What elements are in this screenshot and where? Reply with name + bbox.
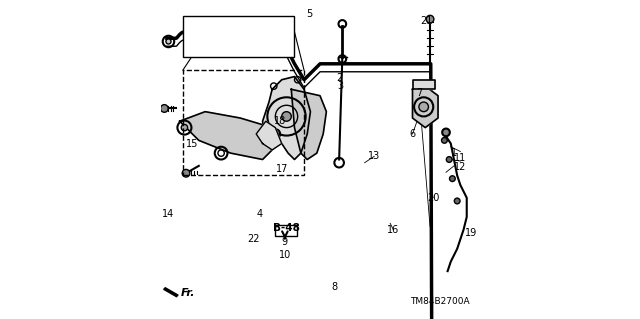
Text: 14: 14 — [163, 209, 175, 219]
Polygon shape — [413, 80, 435, 89]
Circle shape — [449, 176, 455, 182]
Circle shape — [182, 169, 190, 177]
Polygon shape — [262, 77, 310, 160]
Text: 3: 3 — [337, 81, 343, 91]
Circle shape — [419, 102, 428, 112]
Text: 22: 22 — [247, 234, 259, 244]
Text: 11: 11 — [454, 153, 467, 163]
Text: 20: 20 — [427, 193, 440, 203]
Text: 13: 13 — [368, 151, 380, 161]
Text: 19: 19 — [465, 228, 477, 238]
Text: 18: 18 — [274, 116, 286, 126]
Text: TM84B2700A: TM84B2700A — [410, 297, 470, 306]
Text: 1: 1 — [451, 148, 457, 158]
Text: 17: 17 — [276, 164, 288, 174]
Circle shape — [446, 157, 452, 162]
Circle shape — [166, 39, 171, 44]
Text: 21: 21 — [420, 16, 433, 26]
FancyBboxPatch shape — [183, 16, 294, 57]
Text: 12: 12 — [454, 162, 467, 173]
Text: Fr.: Fr. — [180, 287, 195, 298]
Circle shape — [161, 105, 168, 112]
Text: 4: 4 — [257, 209, 262, 219]
Text: 10: 10 — [279, 250, 291, 260]
Text: B-48: B-48 — [273, 223, 300, 233]
Polygon shape — [291, 89, 326, 160]
Circle shape — [442, 129, 450, 136]
Text: 7: 7 — [416, 87, 422, 98]
Polygon shape — [180, 112, 278, 160]
Text: 8: 8 — [332, 282, 337, 292]
Text: 16: 16 — [387, 225, 399, 235]
Polygon shape — [164, 288, 178, 297]
Text: 2: 2 — [336, 73, 342, 83]
Circle shape — [181, 124, 188, 131]
Polygon shape — [413, 86, 438, 128]
Circle shape — [454, 198, 460, 204]
Text: 6: 6 — [410, 129, 415, 139]
Text: 9: 9 — [282, 237, 288, 248]
Text: 15: 15 — [186, 138, 198, 149]
Circle shape — [282, 112, 291, 121]
Polygon shape — [256, 121, 282, 150]
Circle shape — [442, 137, 447, 143]
FancyBboxPatch shape — [275, 225, 297, 236]
Circle shape — [426, 15, 434, 23]
Text: 5: 5 — [306, 9, 312, 19]
